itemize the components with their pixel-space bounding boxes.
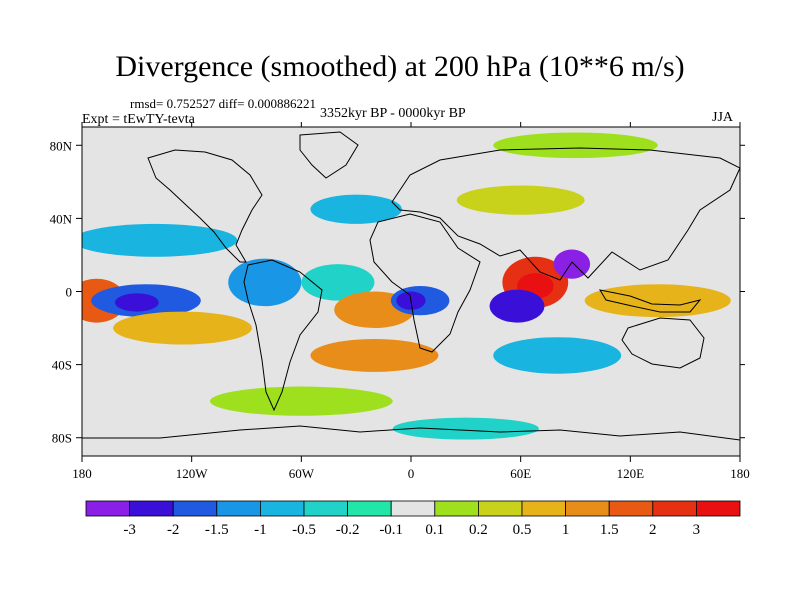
period-label: 3352kyr BP - 0000kyr BP	[320, 106, 466, 121]
coastline-overlay	[82, 131, 740, 441]
colorbar-swatch	[608, 500, 654, 517]
y-axis: 80N 40N 0 40S 80S	[50, 138, 745, 446]
colorbar-label: -1	[254, 522, 267, 538]
chart-title: Divergence (smoothed) at 200 hPa (10**6 …	[115, 50, 685, 83]
colorbar-swatch	[696, 500, 741, 517]
field-arctic-positive	[493, 132, 658, 159]
colorbar-swatch	[303, 500, 348, 517]
colorbar-swatch	[216, 500, 261, 517]
field-antarctic-negative	[392, 417, 539, 440]
x-tick-label: 0	[408, 466, 415, 481]
colorbar-swatch	[129, 500, 174, 517]
x-tick-label: 180	[730, 466, 750, 481]
y-tick-label: 80S	[52, 431, 72, 446]
season-label: JJA	[712, 110, 734, 125]
field-south-america-negative	[228, 258, 302, 307]
field-south-indian-negative	[493, 337, 622, 374]
colorbar-label: 1.5	[600, 522, 619, 538]
colorbar-label: -0.2	[336, 522, 360, 538]
x-tick-label: 180	[72, 466, 92, 481]
colorbar-swatch	[652, 500, 697, 517]
y-tick-label: 40S	[52, 358, 72, 373]
colorbar-label: -1.5	[205, 522, 229, 538]
field-s-pacific-positive	[113, 311, 252, 345]
colorbar-label: 3	[693, 522, 701, 538]
field-n-pacific-negative-band	[82, 223, 238, 257]
field-north-atlantic-negative	[310, 194, 402, 224]
experiment-label: Expt = tEwTY-tevta	[82, 112, 195, 127]
y-tick-label: 40N	[50, 211, 73, 226]
field-maritime-continent-positive	[584, 284, 731, 318]
stats-readout: rmsd= 0.752527 diff= 0.000886221	[130, 96, 316, 111]
colorbar-label: -3	[123, 522, 136, 538]
coastline-australia	[621, 317, 705, 369]
coastline-maritime-continent	[598, 289, 702, 313]
colorbar-label: 0.2	[469, 522, 488, 538]
field-southern-ocean-positive	[209, 386, 393, 416]
field-central-pacific-core	[114, 293, 159, 312]
colorbar-swatch	[434, 500, 479, 517]
x-tick-label: 60W	[289, 466, 315, 481]
coastline-africa	[369, 213, 481, 353]
coastline-north-america	[147, 149, 263, 263]
colorbar-swatch	[172, 500, 218, 517]
coastline-antarctica	[82, 425, 740, 441]
colorbar-swatch	[390, 500, 436, 517]
colorbar-label: -0.1	[379, 522, 403, 538]
colorbar-label: -0.5	[292, 522, 316, 538]
coastline-greenland	[299, 131, 359, 179]
colorbar-swatch	[85, 500, 130, 517]
colorbar-label: -2	[167, 522, 180, 538]
field-eurasia-positive	[456, 185, 585, 215]
x-tick-label: 120W	[176, 466, 209, 481]
coastline-south-america	[243, 259, 323, 412]
x-tick-label: 60E	[510, 466, 531, 481]
colorbar-label: 0.5	[513, 522, 532, 538]
field-atlantic-negative	[301, 264, 375, 301]
contour-fields	[82, 132, 731, 440]
colorbar-swatch	[477, 500, 523, 517]
coastline-eurasia	[391, 147, 740, 281]
field-indian-ocean-strong-negative	[489, 289, 545, 323]
colorbar-swatch	[521, 500, 566, 517]
y-tick-label: 0	[66, 285, 73, 300]
y-tick-label: 80N	[50, 138, 73, 153]
field-s-atlantic-positive-band	[310, 339, 439, 372]
colorbar: -3 -2 -1.5 -1 -0.5 -0.2 -0.1 0.1 0.2 0.5 1 1.5 2 3	[85, 500, 741, 538]
colorbar-swatch	[259, 500, 305, 517]
colorbar-label: 1	[562, 522, 570, 538]
colorbar-swatch	[347, 500, 392, 517]
colorbar-label: 2	[649, 522, 657, 538]
colorbar-swatch	[565, 500, 610, 517]
x-tick-label: 120E	[617, 466, 645, 481]
x-axis: 180 120W 60W 0 60E 120E 180	[72, 122, 750, 481]
colorbar-label: 0.1	[425, 522, 444, 538]
